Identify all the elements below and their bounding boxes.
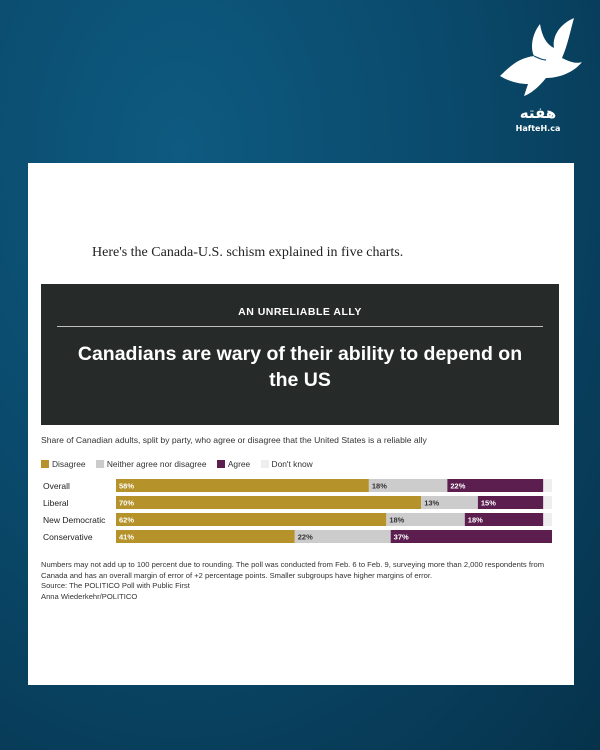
- legend-label: Don't know: [271, 459, 313, 469]
- dove-icon: [500, 18, 582, 96]
- legend-item-neither: Neither agree nor disagree: [95, 459, 207, 469]
- stacked-bar-chart: Overall 58% 18% 22% Liberal 70% 13% 15% New Demo…: [28, 477, 574, 547]
- bar-agree-new-democratic: [464, 513, 544, 526]
- bar-don-t-know-overall: [543, 479, 552, 492]
- legend-label: Neither agree nor disagree: [106, 459, 207, 469]
- data-label-agree-overall: 22%: [450, 482, 465, 491]
- legend-item-disagree: Disagree: [41, 459, 86, 469]
- logo-site-text: HafteH.ca: [515, 124, 561, 133]
- bar-neither-agree-nor-disagree-overall: [368, 479, 448, 492]
- legend-swatch: [95, 460, 104, 468]
- bar-disagree-new-democratic: [116, 513, 387, 526]
- chart-svg: Overall 58% 18% 22% Liberal 70% 13% 15% New Demo…: [43, 479, 552, 543]
- legend-swatch: [41, 460, 49, 468]
- legend-item-dont-know: Don't know: [260, 459, 313, 469]
- category-label-liberal: Liberal: [43, 498, 69, 508]
- chart-banner: AN UNRELIABLE ALLY Canadians are wary of…: [41, 284, 559, 425]
- banner-divider: [57, 326, 543, 327]
- article-card: Here's the Canada-U.S. schism explained …: [28, 163, 574, 685]
- bar-agree-conservative: [390, 530, 552, 543]
- data-label-neither-agree-nor-disagree-conservative: 22%: [298, 533, 313, 542]
- data-label-disagree-new-democratic: 62%: [119, 516, 134, 525]
- logo-persian-text: هفته: [519, 104, 557, 122]
- category-label-conservative: Conservative: [43, 532, 93, 542]
- data-label-neither-agree-nor-disagree-new-democratic: 18%: [389, 516, 404, 525]
- data-label-disagree-overall: 58%: [119, 482, 134, 491]
- data-label-agree-new-democratic: 18%: [468, 516, 483, 525]
- bar-don-t-know-liberal: [543, 496, 552, 509]
- hafteh-logo: هفته HafteH.ca: [490, 14, 590, 134]
- bar-disagree-liberal: [116, 496, 422, 509]
- bar-agree-liberal: [477, 496, 544, 509]
- category-label-overall: Overall: [43, 481, 70, 491]
- chart-subtitle: Share of Canadian adults, split by party…: [41, 435, 427, 445]
- bar-disagree-overall: [116, 479, 369, 492]
- bar-neither-agree-nor-disagree-conservative: [294, 530, 391, 543]
- notes-source: Source: The POLITICO Poll with Public Fi…: [41, 581, 190, 590]
- chart-headline: Canadians are wary of their ability to d…: [77, 343, 523, 391]
- notes-credit: Anna Wiederkehr/POLITICO: [41, 591, 138, 601]
- data-label-agree-liberal: 15%: [481, 499, 496, 508]
- data-label-neither-agree-nor-disagree-overall: 18%: [372, 482, 387, 491]
- legend-item-agree: Agree: [216, 459, 251, 469]
- intro-text: Here's the Canada-U.S. schism explained …: [92, 245, 404, 260]
- bar-don-t-know-new-democratic: [543, 513, 552, 526]
- legend-label: Disagree: [52, 459, 86, 469]
- bar-neither-agree-nor-disagree-liberal: [421, 496, 478, 509]
- bar-agree-overall: [447, 479, 544, 492]
- data-label-agree-conservative: 37%: [394, 533, 409, 542]
- chart-notes: Numbers may not add up to 100 percent du…: [41, 560, 566, 602]
- bar-neither-agree-nor-disagree-new-democratic: [386, 513, 465, 526]
- data-label-disagree-conservative: 41%: [119, 533, 134, 542]
- data-label-neither-agree-nor-disagree-liberal: 13%: [424, 499, 439, 508]
- bar-disagree-conservative: [116, 530, 295, 543]
- legend-swatch: [216, 460, 225, 468]
- notes-text: Numbers may not add up to 100 percent du…: [41, 560, 545, 580]
- data-label-disagree-liberal: 70%: [119, 499, 134, 508]
- banner-kicker: AN UNRELIABLE ALLY: [238, 306, 362, 318]
- category-label-new-democratic: New Democratic: [43, 515, 106, 525]
- legend-swatch: [260, 460, 269, 468]
- chart-legend: Disagree Neither agree nor disagree Agre…: [41, 459, 321, 469]
- legend-label: Agree: [227, 459, 251, 469]
